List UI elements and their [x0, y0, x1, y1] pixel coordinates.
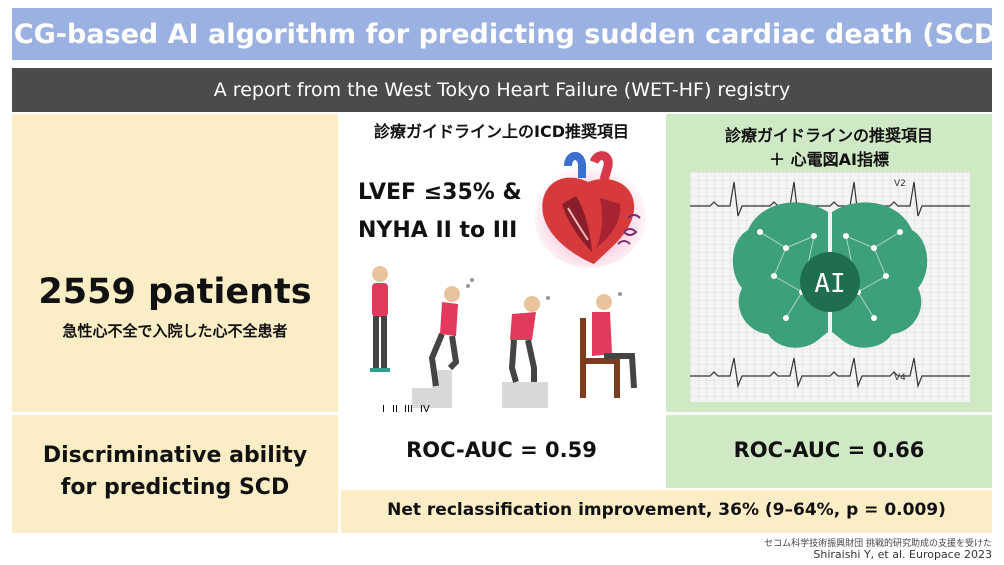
patients-count: 2559 patients [38, 272, 312, 312]
ecg-ai-image: V2 V4 AI [690, 172, 970, 402]
criteria-line1: LVEF ≤35% & [358, 180, 522, 205]
nri-text: Net reclassification improvement, 36% (9… [387, 500, 946, 520]
discriminative-label-line2: for predicting SCD [60, 475, 290, 500]
funding-note: セコム科学技術振興財団 挑戦的研究助成の支援を受けた [764, 539, 992, 549]
person-figure [370, 266, 390, 372]
ecg-lead-label: V2 [894, 179, 906, 189]
nri-bar [341, 490, 992, 533]
criteria-line2: NYHA II to III [358, 218, 518, 243]
nyha-class-label: III [404, 404, 413, 415]
brain-ai-icon: AI [732, 202, 928, 348]
title-bar: ECG-based AI algorithm for predicting su… [0, 8, 1004, 60]
nyha-class-label: IV [420, 404, 430, 415]
person-figure [428, 278, 474, 387]
nyha-class-label: I [382, 404, 385, 415]
discriminative-label-line1: Discriminative ability [42, 443, 308, 468]
page-title: ECG-based AI algorithm for predicting su… [0, 18, 1004, 50]
ecg-trace [690, 181, 970, 217]
subtitle-bar: A report from the West Tokyo Heart Failu… [12, 68, 992, 112]
roc-auc-guideline: ROC-AUC = 0.59 [406, 438, 597, 462]
ai-roc-panel [666, 415, 992, 488]
roc-auc-ai: ROC-AUC = 0.66 [733, 438, 925, 462]
ai-header-line1: 診療ガイドラインの推奨項目 [724, 126, 933, 145]
person-figure [508, 296, 550, 383]
patients-panel [12, 114, 338, 412]
patients-description: 急性心不全で入院した心不全患者 [62, 322, 288, 340]
person-figure [580, 292, 637, 398]
ecg-lead-label: V4 [894, 373, 906, 383]
page-subtitle: A report from the West Tokyo Heart Failu… [213, 79, 791, 101]
citation: Shiraishi Y, et al. Europace 2023 [813, 548, 992, 561]
ecg-trace [690, 357, 970, 389]
ai-header-line2: ＋ 心電図AI指標 [769, 150, 889, 169]
icd-header: 診療ガイドライン上のICD推奨項目 [374, 122, 629, 141]
heart-illustration [534, 151, 646, 268]
nyha-class-figures: I II III IV [370, 266, 637, 415]
nyha-class-label: II [392, 404, 398, 415]
ai-label: AI [814, 269, 845, 299]
discriminative-panel [12, 415, 338, 533]
